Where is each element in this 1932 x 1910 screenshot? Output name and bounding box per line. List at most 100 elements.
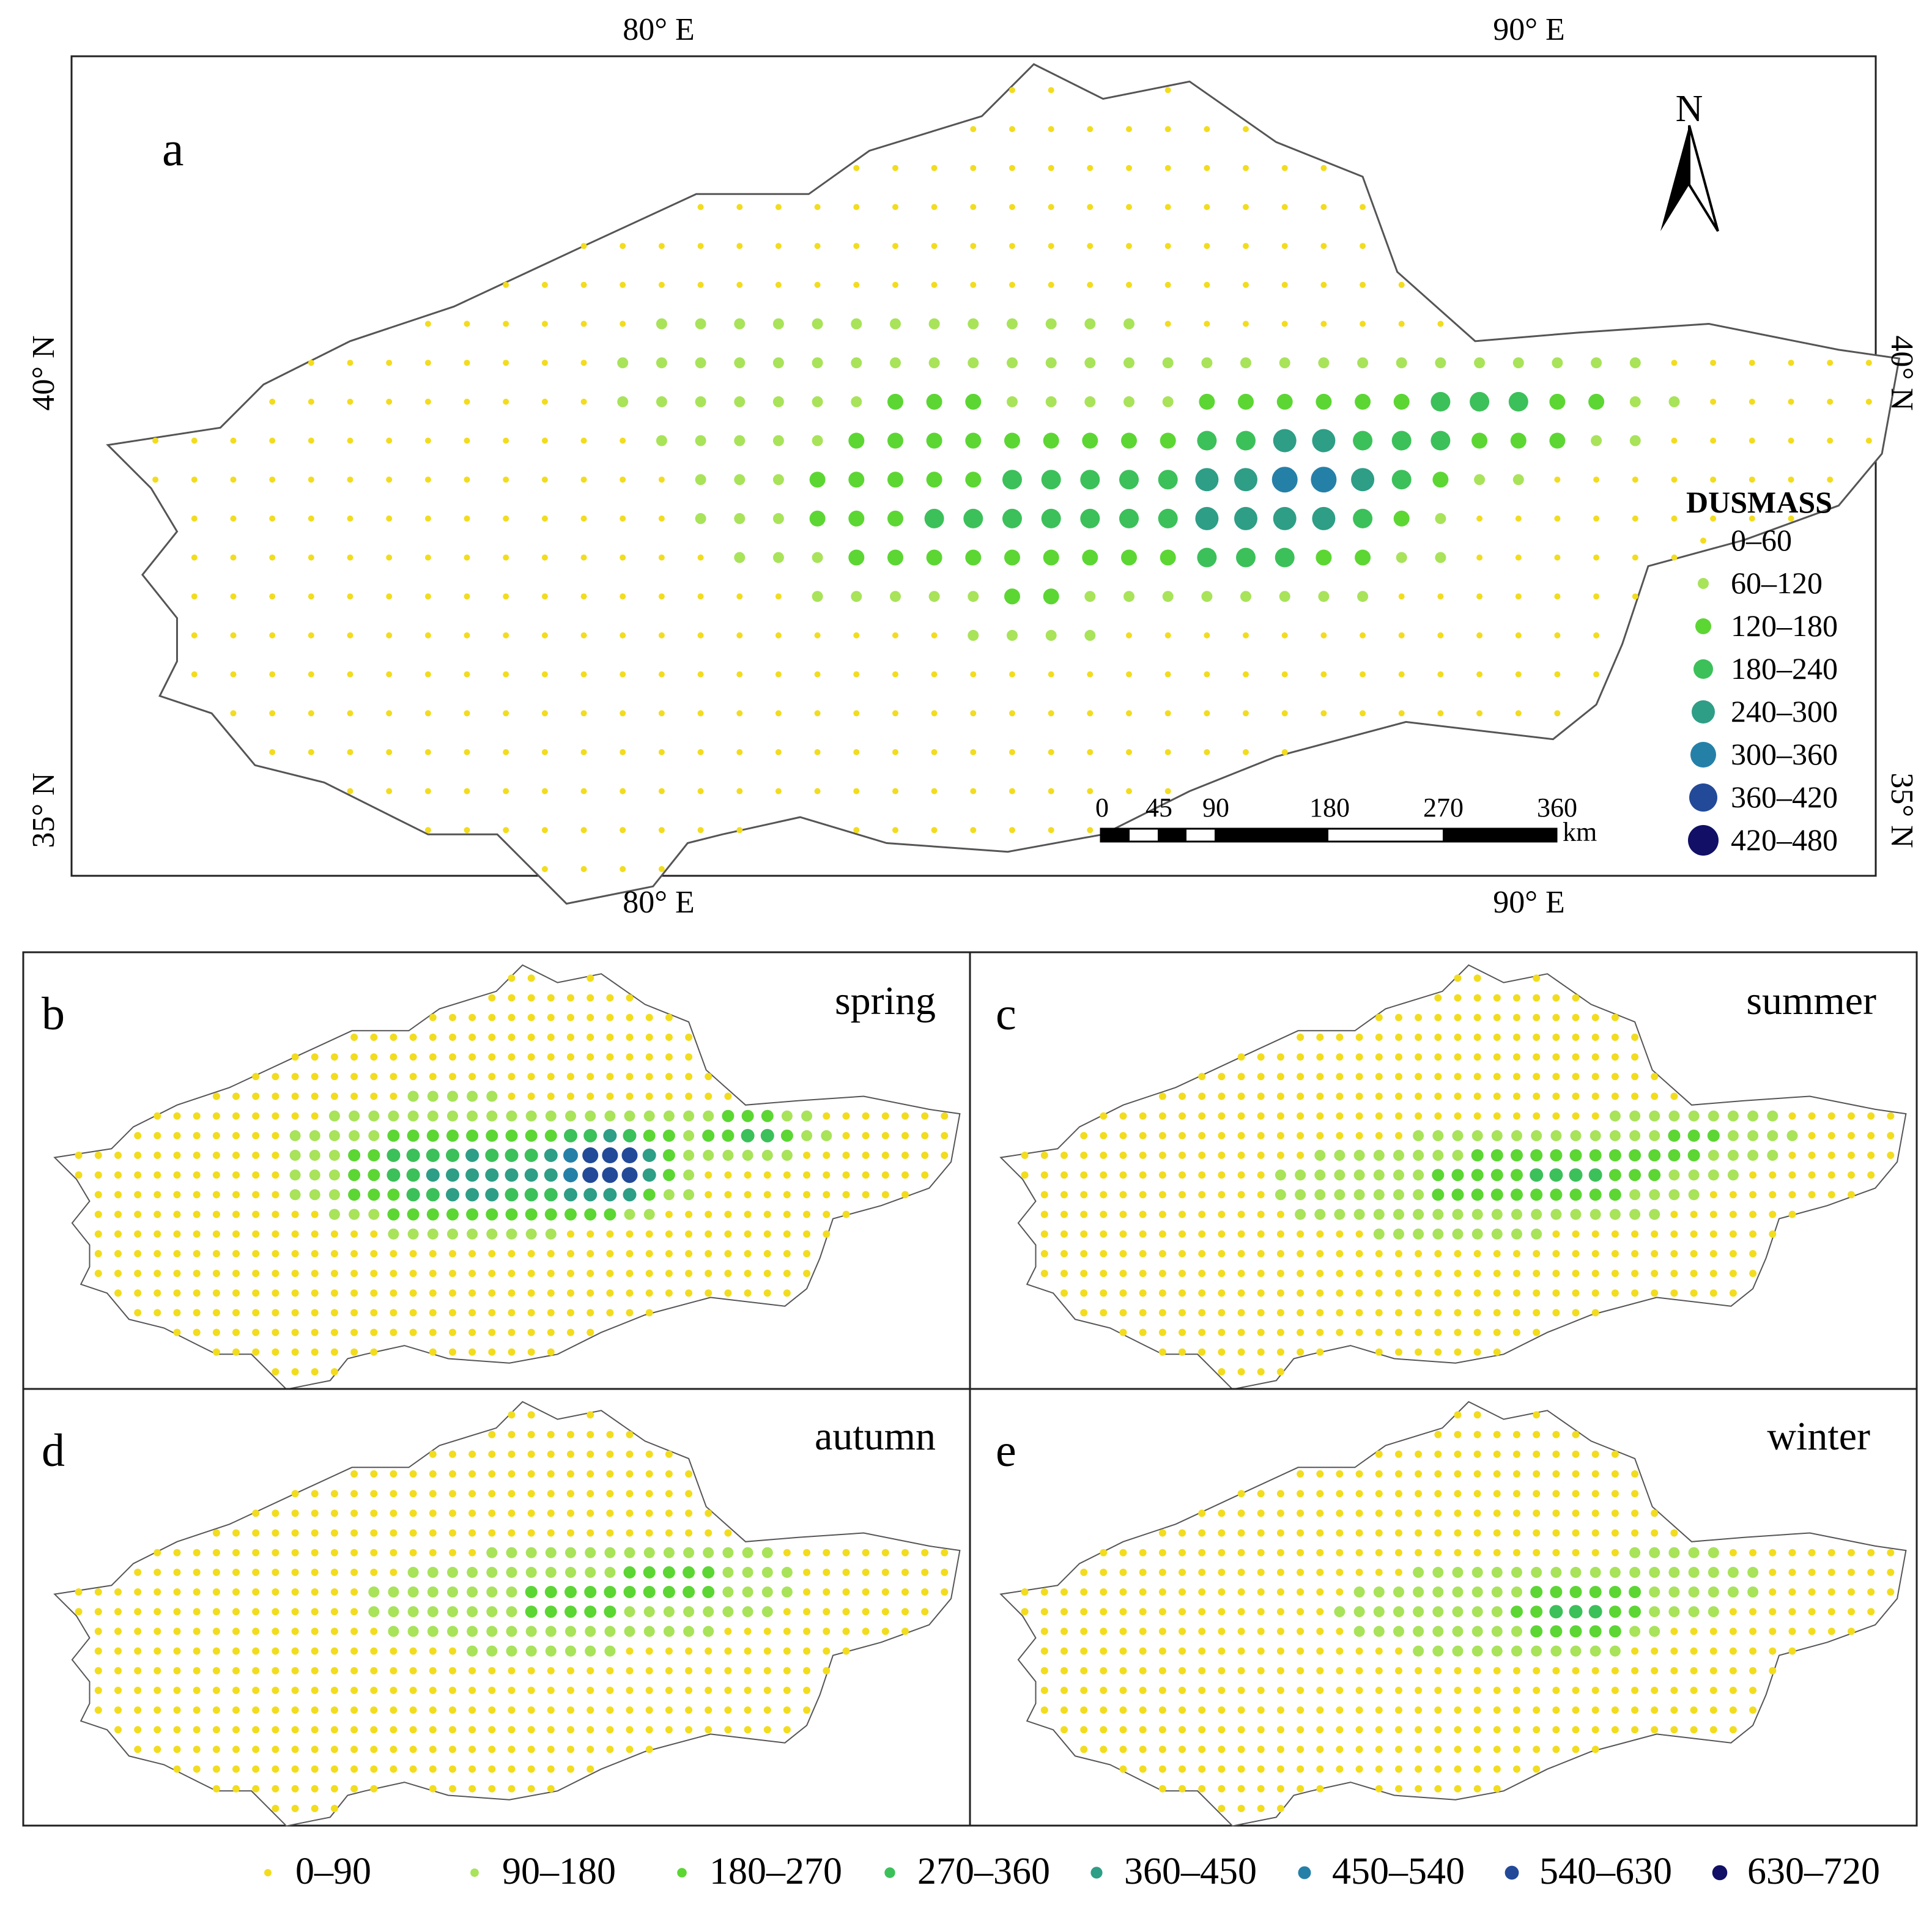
grid-point-e (1276, 1785, 1284, 1793)
grid-point-a (853, 632, 860, 639)
grid-point-c (1572, 1034, 1580, 1041)
grid-point-a (347, 476, 353, 483)
grid-point-e (1848, 1627, 1855, 1635)
grid-point-e (1471, 1606, 1483, 1618)
grid-point-b (508, 994, 516, 1002)
grid-point-a (1197, 431, 1217, 451)
grid-point-d (272, 1726, 279, 1734)
grid-point-d (154, 1745, 161, 1753)
grid-point-c (1493, 994, 1501, 1002)
grid-point-b (488, 1073, 496, 1081)
grid-point-b (744, 1249, 752, 1257)
grid-point-a (1201, 591, 1213, 602)
grid-point-d (645, 1667, 653, 1675)
grid-point-b (626, 1034, 634, 1041)
grid-point-c (1454, 1092, 1462, 1100)
grid-point-e (1591, 1706, 1599, 1714)
grid-point-d (626, 1470, 634, 1478)
grid-point-d (567, 1706, 574, 1714)
grid-point-e (1769, 1568, 1777, 1576)
grid-point-b (154, 1270, 161, 1278)
panel-b-map (53, 964, 961, 1390)
grid-point-e (1179, 1647, 1186, 1655)
grid-point-b (330, 1073, 338, 1081)
grid-point-d (370, 1627, 378, 1635)
grid-point-e (1589, 1586, 1602, 1598)
grid-point-c (1473, 1270, 1481, 1278)
grid-point-c (1395, 1013, 1402, 1021)
grid-point-d (468, 1509, 476, 1517)
grid-point-a (1087, 126, 1094, 133)
grid-point-a (1549, 432, 1566, 449)
grid-point-c (1257, 1053, 1265, 1061)
grid-point-a (1316, 549, 1332, 566)
grid-point-b (212, 1152, 220, 1159)
grid-point-d (881, 1588, 889, 1596)
grid-point-b (488, 1249, 496, 1257)
grid-point-a (1360, 710, 1366, 717)
grid-point-e (1395, 1529, 1402, 1537)
grid-point-a (812, 552, 823, 563)
grid-point-b (272, 1210, 279, 1218)
grid-point-e (1316, 1745, 1324, 1753)
grid-point-b (134, 1289, 142, 1297)
grid-point-c (1100, 1210, 1108, 1218)
grid-point-b (823, 1171, 831, 1179)
grid-point-d (744, 1686, 752, 1694)
legend-a-swatch (1693, 659, 1713, 679)
grid-point-c (1158, 1171, 1166, 1179)
grid-point-e (1276, 1588, 1284, 1596)
grid-point-e (1493, 1450, 1501, 1458)
grid-point-a (853, 243, 860, 250)
grid-point-a (892, 204, 898, 210)
grid-point-a (1041, 508, 1061, 528)
grid-point-b (663, 1110, 675, 1122)
grid-point-a (541, 749, 548, 755)
grid-point-e (1276, 1647, 1284, 1655)
grid-point-e (1257, 1726, 1265, 1734)
grid-point-b (665, 1034, 673, 1041)
grid-point-e (1179, 1706, 1186, 1714)
grid-point-b (901, 1152, 909, 1159)
grid-point-b (783, 1289, 791, 1297)
grid-point-e (1375, 1686, 1383, 1694)
grid-point-e (1493, 1726, 1501, 1734)
grid-point-d (449, 1470, 456, 1478)
grid-point-c (1080, 1249, 1088, 1257)
grid-point-d (429, 1490, 437, 1498)
grid-point-b (606, 994, 614, 1002)
grid-point-c (1767, 1130, 1778, 1141)
grid-point-d (390, 1686, 398, 1694)
grid-point-d (330, 1568, 338, 1576)
grid-point-c (1668, 1149, 1681, 1161)
grid-point-d (272, 1706, 279, 1714)
grid-point-d (429, 1686, 437, 1694)
grid-point-b (587, 1328, 594, 1336)
grid-point-a (424, 554, 431, 561)
grid-point-c (1415, 1073, 1423, 1081)
grid-point-e (1237, 1529, 1245, 1537)
grid-point-b (662, 1149, 675, 1161)
grid-point-b (685, 1210, 693, 1218)
grid-point-a (464, 632, 470, 639)
grid-point-d (488, 1529, 496, 1537)
grid-point-a (1591, 357, 1602, 369)
grid-point-b (330, 1230, 338, 1238)
grid-point-a (926, 393, 942, 410)
grid-point-d (921, 1549, 929, 1557)
grid-point-a (503, 671, 509, 678)
grid-point-a (658, 788, 665, 794)
grid-point-b (114, 1191, 122, 1199)
grid-point-e (1454, 1706, 1462, 1714)
grid-point-b (173, 1131, 181, 1139)
grid-point-a (1087, 827, 1094, 834)
grid-point-d (311, 1647, 319, 1655)
grid-point-a (736, 788, 743, 794)
grid-point-c (1119, 1249, 1127, 1257)
lon-label-top-90: 90° E (1493, 12, 1565, 47)
grid-point-c (1511, 1130, 1522, 1141)
grid-point-a (1827, 437, 1834, 444)
grid-point-a (772, 513, 784, 524)
grid-point-c (1609, 1130, 1621, 1141)
grid-point-e (1139, 1647, 1147, 1655)
